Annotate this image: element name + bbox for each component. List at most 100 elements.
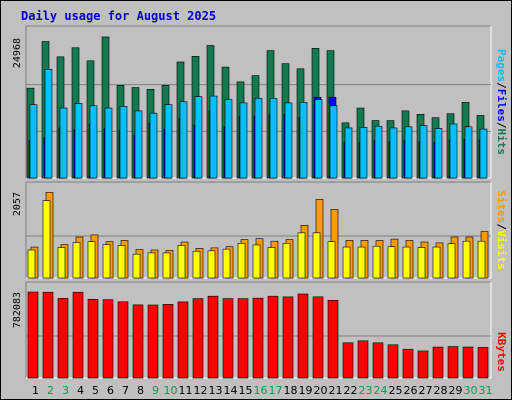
- legend-hits-files-pages-part-1: /: [495, 82, 508, 89]
- bar-pages-6: [104, 107, 113, 179]
- bar-kbytes-27: [417, 350, 429, 379]
- x-tick-label-26: 26: [404, 384, 418, 397]
- bar-pages-17: [269, 98, 278, 179]
- bar-sites-3: [57, 247, 66, 279]
- bar-pages-14: [224, 99, 233, 179]
- bar-kbytes-7: [117, 301, 129, 379]
- bar-pages-11: [179, 101, 188, 179]
- x-tick-label-24: 24: [374, 384, 388, 397]
- ymax-label-kbytes: 782083: [12, 292, 23, 328]
- bar-kbytes-15: [237, 298, 249, 379]
- legend-sites-visits-part-0: Sites: [495, 190, 508, 223]
- bar-pages-3: [59, 107, 68, 179]
- x-tick-label-1: 1: [32, 384, 39, 397]
- x-tick-label-19: 19: [299, 384, 313, 397]
- ymax-label-hits: 24968: [12, 38, 23, 68]
- bar-kbytes-14: [222, 298, 234, 379]
- bar-kbytes-29: [447, 346, 459, 379]
- x-tick-label-14: 14: [224, 384, 238, 397]
- x-tick-label-12: 12: [194, 384, 208, 397]
- x-tick-label-5: 5: [92, 384, 99, 397]
- x-tick-label-21: 21: [329, 384, 343, 397]
- bar-sites-8: [132, 253, 141, 279]
- bar-pages-16: [254, 98, 263, 179]
- x-tick-label-4: 4: [77, 384, 84, 397]
- legend-hits-files-pages-part-2: Files: [495, 89, 508, 122]
- bar-sites-21: [327, 241, 336, 279]
- x-tick-label-16: 16: [254, 384, 268, 397]
- x-tick-label-15: 15: [239, 384, 253, 397]
- x-tick-label-22: 22: [344, 384, 358, 397]
- bar-kbytes-1: [27, 291, 39, 379]
- bar-sites-11: [177, 245, 186, 279]
- bar-sites-22: [342, 246, 351, 279]
- bar-sites-29: [447, 243, 456, 279]
- bar-pages-29: [449, 123, 458, 179]
- x-tick-label-30: 30: [464, 384, 478, 397]
- bar-kbytes-30: [462, 346, 474, 379]
- bar-kbytes-20: [312, 296, 324, 379]
- bar-kbytes-6: [102, 299, 114, 379]
- x-tick-label-9: 9: [152, 384, 159, 397]
- bar-sites-2: [42, 200, 51, 279]
- bar-sites-14: [222, 248, 231, 279]
- bar-pages-24: [374, 125, 383, 179]
- x-tick-label-11: 11: [179, 384, 193, 397]
- bar-pages-5: [89, 105, 98, 179]
- bar-kbytes-13: [207, 295, 219, 379]
- bar-sites-15: [237, 242, 246, 279]
- bar-kbytes-9: [147, 304, 159, 379]
- bar-sites-26: [402, 246, 411, 279]
- bar-sites-7: [117, 245, 126, 279]
- bar-kbytes-10: [162, 304, 174, 379]
- bar-sites-5: [87, 241, 96, 279]
- chart-title: Daily usage for August 2025: [21, 9, 217, 23]
- bar-pages-18: [284, 102, 293, 179]
- x-tick-label-18: 18: [284, 384, 298, 397]
- legend-hits-files-pages-part-0: Pages: [495, 49, 508, 82]
- bar-sites-17: [267, 247, 276, 279]
- x-tick-label-31: 31: [479, 384, 493, 397]
- bar-kbytes-25: [387, 344, 399, 379]
- bar-sites-10: [162, 252, 171, 279]
- bar-kbytes-18: [282, 296, 294, 379]
- bar-pages-12: [194, 96, 203, 179]
- bar-kbytes-16: [252, 297, 264, 379]
- x-tick-label-2: 2: [47, 384, 54, 397]
- bar-pages-23: [359, 127, 368, 179]
- bar-kbytes-24: [372, 342, 384, 379]
- bar-kbytes-11: [177, 301, 189, 379]
- bar-sites-27: [417, 247, 426, 279]
- bar-pages-13: [209, 95, 218, 179]
- legend-kbytes-part-0: KBytes: [495, 332, 508, 372]
- bar-kbytes-4: [72, 291, 84, 379]
- bar-kbytes-19: [297, 293, 309, 379]
- bar-pages-20: [314, 99, 323, 179]
- legend-sites-visits-part-1: /: [495, 223, 508, 230]
- x-tick-label-28: 28: [434, 384, 448, 397]
- bar-sites-28: [432, 246, 441, 279]
- bar-pages-2: [44, 69, 53, 179]
- bar-pages-10: [164, 104, 173, 179]
- ymax-label-visits: 2057: [12, 192, 23, 216]
- legend-hits-files-pages-part-3: /: [495, 122, 508, 129]
- x-tick-label-13: 13: [209, 384, 223, 397]
- bar-pages-26: [404, 126, 413, 179]
- bar-pages-28: [434, 128, 443, 179]
- bar-kbytes-2: [42, 291, 54, 379]
- legend-hits-files-pages: Pages/Files/Hits: [495, 49, 508, 155]
- bar-pages-7: [119, 106, 128, 179]
- bar-pages-31: [479, 128, 488, 179]
- bar-sites-13: [207, 250, 216, 279]
- x-tick-label-25: 25: [389, 384, 403, 397]
- bar-sites-19: [297, 232, 306, 279]
- bar-sites-4: [72, 242, 81, 279]
- bar-kbytes-8: [132, 304, 144, 379]
- bar-pages-25: [389, 127, 398, 179]
- bar-pages-8: [134, 110, 143, 179]
- legend-sites-visits-part-2: Visits: [495, 230, 508, 270]
- bar-sites-12: [192, 250, 201, 279]
- bar-kbytes-5: [87, 298, 99, 379]
- bar-kbytes-22: [342, 342, 354, 379]
- legend-kbytes: KBytes: [495, 332, 508, 372]
